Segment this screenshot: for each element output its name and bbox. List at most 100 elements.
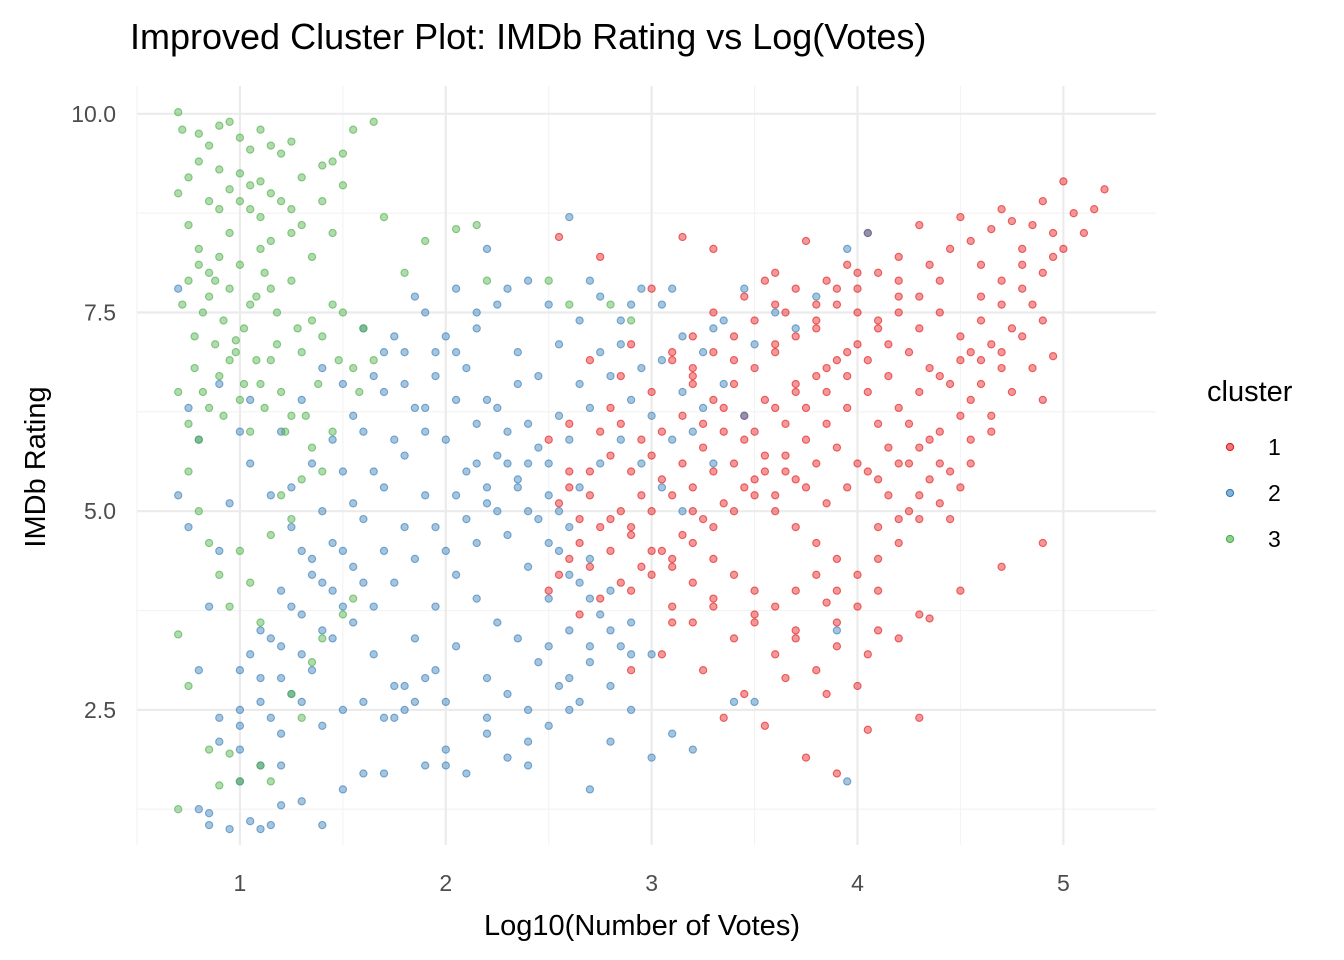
- data-point: [822, 499, 831, 508]
- data-point: [307, 443, 317, 452]
- data-point: [966, 459, 975, 468]
- data-point: [853, 340, 862, 349]
- data-point: [585, 276, 595, 285]
- data-point: [873, 626, 883, 635]
- data-point: [616, 578, 625, 587]
- data-point: [472, 538, 481, 548]
- data-point: [781, 451, 790, 460]
- data-point: [719, 713, 728, 722]
- data-point: [544, 721, 553, 730]
- data-point: [369, 467, 378, 476]
- data-point: [585, 785, 595, 794]
- data-point: [266, 820, 275, 830]
- data-point: [204, 538, 214, 548]
- data-point: [606, 371, 615, 381]
- data-point: [421, 491, 430, 500]
- y-tick-label: 5.0: [84, 498, 116, 524]
- data-point: [791, 284, 800, 293]
- data-point: [997, 562, 1006, 571]
- data-point: [379, 212, 389, 222]
- data-point: [853, 308, 862, 317]
- data-point: [894, 634, 903, 643]
- x-tick-label: 3: [645, 870, 658, 896]
- data-point: [328, 586, 337, 595]
- data-point: [215, 379, 224, 389]
- data-point: [822, 598, 831, 607]
- data-point: [565, 419, 574, 428]
- data-point: [1007, 324, 1017, 333]
- data-point: [626, 666, 636, 675]
- data-point: [760, 721, 770, 730]
- data-point: [554, 411, 564, 420]
- x-tick-label: 2: [439, 870, 452, 896]
- legend-label-3: 3: [1268, 526, 1281, 552]
- data-point: [260, 403, 269, 413]
- data-point: [585, 491, 595, 500]
- data-point: [256, 761, 265, 770]
- data-point: [318, 820, 327, 830]
- data-point: [668, 348, 677, 357]
- data-point: [554, 507, 564, 516]
- data-point: [678, 507, 687, 516]
- data-point: [894, 252, 903, 262]
- x-axis-ticks: 1 2 3 4 5: [234, 870, 1070, 896]
- data-point: [235, 169, 245, 178]
- data-point: [729, 570, 739, 579]
- data-point: [523, 705, 533, 715]
- data-point: [503, 530, 512, 540]
- data-point: [472, 419, 481, 428]
- data-point: [204, 292, 214, 301]
- data-point: [863, 725, 872, 734]
- data-point: [668, 554, 677, 564]
- data-point: [1007, 387, 1017, 397]
- data-point: [606, 403, 615, 413]
- data-point: [235, 721, 245, 730]
- data-point: [194, 435, 203, 444]
- data-point: [272, 340, 282, 349]
- data-point: [297, 546, 306, 556]
- data-point: [379, 546, 389, 556]
- data-point: [791, 324, 800, 333]
- data-point: [565, 522, 574, 532]
- data-point: [596, 459, 605, 468]
- data-point: [287, 689, 296, 699]
- data-point: [935, 371, 944, 381]
- data-point: [184, 681, 193, 691]
- data-point: [297, 348, 306, 357]
- data-point: [513, 475, 522, 484]
- data-point: [771, 602, 780, 611]
- data-point: [606, 586, 615, 595]
- data-point: [750, 427, 759, 436]
- data-point: [174, 387, 183, 397]
- series-2: [174, 212, 872, 834]
- data-point: [966, 395, 975, 405]
- data-point: [565, 570, 574, 579]
- data-point: [390, 332, 399, 341]
- data-point: [626, 395, 636, 405]
- data-point: [585, 554, 595, 564]
- data-point: [771, 403, 780, 413]
- data-point: [266, 236, 275, 246]
- data-point: [585, 642, 595, 651]
- data-point: [575, 316, 584, 325]
- data-point: [421, 236, 430, 246]
- data-point: [647, 284, 656, 293]
- legend-label-1: 1: [1268, 434, 1281, 460]
- data-point: [760, 276, 770, 285]
- data-point: [853, 284, 862, 293]
- data-point: [523, 507, 533, 516]
- data-point: [698, 443, 708, 452]
- data-point: [1018, 244, 1027, 254]
- data-point: [596, 522, 605, 532]
- data-point: [904, 348, 914, 357]
- data-point: [575, 697, 584, 707]
- data-point: [554, 232, 564, 242]
- data-point: [678, 459, 687, 468]
- data-point: [606, 451, 615, 460]
- data-point: [801, 435, 811, 444]
- data-point: [390, 435, 399, 444]
- data-point: [565, 626, 574, 635]
- data-point: [349, 499, 358, 508]
- y-tick-label: 2.5: [84, 697, 116, 723]
- data-point: [174, 491, 183, 500]
